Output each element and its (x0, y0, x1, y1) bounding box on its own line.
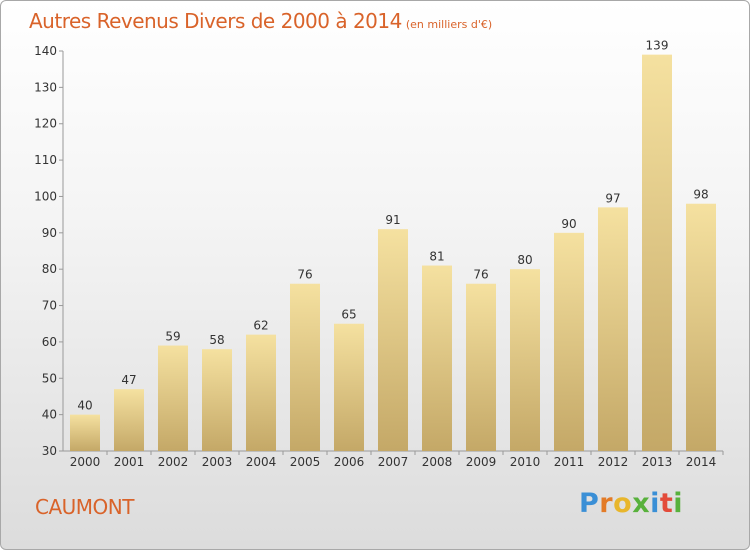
proxiti-logo: Proxiti (579, 488, 683, 519)
bar-value-label: 76 (473, 268, 488, 282)
bar (686, 203, 716, 451)
y-tick-label: 80 (42, 262, 57, 276)
y-tick-label: 40 (42, 408, 57, 422)
x-tick-label: 2004 (246, 455, 277, 469)
logo-letter: P (579, 488, 600, 519)
logo-letter: o (613, 488, 633, 519)
x-tick-label: 2003 (202, 455, 233, 469)
bar (510, 269, 540, 451)
bar-value-label: 90 (561, 217, 576, 231)
y-tick-label: 120 (34, 117, 57, 131)
bar-value-label: 97 (605, 191, 620, 205)
y-tick-label: 110 (34, 153, 57, 167)
bars: 40 47 59 58 62 76 65 91 81 76 80 90 97 139 98 (70, 39, 716, 452)
bar (466, 283, 496, 451)
x-tick-label: 2006 (334, 455, 365, 469)
x-tick-label: 2005 (290, 455, 321, 469)
bar (422, 265, 452, 451)
x-tick-label: 2001 (114, 455, 145, 469)
bar (114, 389, 144, 451)
logo-letter: x (632, 488, 651, 519)
y-tick-label: 50 (42, 371, 57, 385)
y-tick-label: 60 (42, 335, 57, 349)
x-tick-label: 2013 (642, 455, 673, 469)
bar-value-label: 59 (165, 330, 180, 344)
x-tick-label: 2007 (378, 455, 409, 469)
y-tick-label: 130 (34, 80, 57, 94)
bar (202, 349, 232, 451)
y-tick-label: 100 (34, 189, 57, 203)
y-tick-label: 90 (42, 226, 57, 240)
bar-value-label: 139 (646, 39, 669, 53)
y-tick-label: 70 (42, 299, 57, 313)
bar-value-label: 76 (297, 268, 312, 282)
y-ticks: 30 40 50 60 70 80 90 100 110 120 130 140 (34, 44, 63, 458)
bar-value-label: 98 (693, 188, 708, 202)
bar-value-label: 47 (121, 373, 136, 387)
x-tick-label: 2000 (70, 455, 101, 469)
x-tick-label: 2008 (422, 455, 453, 469)
bar-value-label: 58 (209, 333, 224, 347)
bar-value-label: 91 (385, 213, 400, 227)
x-tick-label: 2012 (598, 455, 629, 469)
x-ticks: 2000 2001 2002 2003 2004 2005 2006 2007 2008 2009… (70, 451, 724, 469)
place-name: CAUMONT (35, 495, 134, 519)
bar (554, 232, 584, 451)
logo-letter: r (599, 488, 614, 519)
y-tick-label: 140 (34, 44, 57, 58)
bar (598, 207, 628, 451)
chart-title: Autres Revenus Divers de 2000 à 2014 (en … (29, 9, 492, 33)
x-tick-label: 2011 (554, 455, 585, 469)
x-tick-label: 2002 (158, 455, 189, 469)
y-tick-label: 30 (42, 444, 57, 458)
logo-letter: i (650, 488, 660, 519)
x-tick-label: 2009 (466, 455, 497, 469)
x-tick-label: 2010 (510, 455, 541, 469)
bar-value-label: 80 (517, 253, 532, 267)
bar (158, 345, 188, 451)
bar (334, 323, 364, 451)
bar-value-label: 65 (341, 308, 356, 322)
bar (70, 414, 100, 451)
bar (246, 334, 276, 451)
chart-subtitle: (en milliers d'€) (405, 18, 493, 31)
x-tick-label: 2014 (686, 455, 717, 469)
bar (290, 283, 320, 451)
bar-value-label: 81 (429, 250, 444, 264)
bar-value-label: 62 (253, 319, 268, 333)
bar (642, 54, 672, 452)
chart-title-text: Autres Revenus Divers de 2000 à 2014 (29, 9, 402, 33)
bar-value-label: 40 (77, 399, 92, 413)
logo-letter: i (673, 488, 684, 519)
bar (378, 229, 408, 451)
logo-letter: t (659, 488, 674, 519)
